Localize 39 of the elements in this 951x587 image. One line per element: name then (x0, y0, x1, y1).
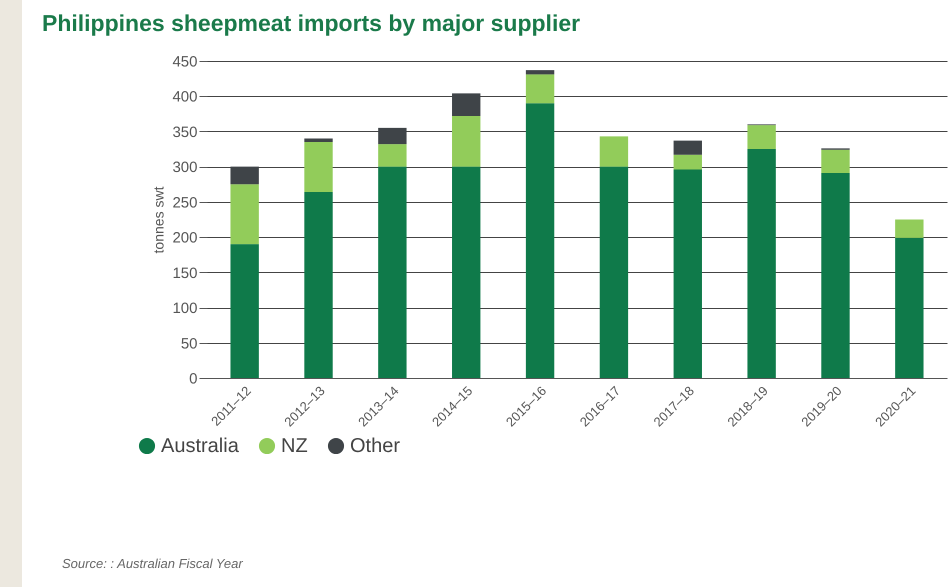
bar (378, 144, 407, 167)
bar (452, 116, 480, 167)
bar (304, 142, 333, 192)
bar (895, 238, 924, 378)
y-tick-label: 200 (172, 230, 198, 247)
y-tick-label: 250 (172, 194, 198, 212)
legend-label: Australia (161, 435, 240, 457)
bar (378, 166, 407, 378)
y-axis-title: tonnes swt (150, 186, 166, 254)
y-tick-label: 50 (180, 335, 198, 352)
y-tick-label: 400 (172, 88, 198, 106)
y-tick-label: 300 (172, 159, 198, 176)
bar (895, 220, 924, 238)
bar (600, 136, 628, 167)
y-tick-label: 450 (172, 54, 198, 70)
y-tick-label: 150 (172, 264, 198, 282)
bar (452, 166, 480, 378)
bar (600, 166, 628, 378)
legend-label: Other (350, 435, 400, 457)
bar (821, 150, 850, 174)
bar (230, 184, 259, 244)
bar (230, 244, 259, 378)
y-tick-label: 350 (172, 124, 198, 141)
y-tick-label: 100 (172, 300, 198, 318)
bar (747, 149, 776, 378)
legend-label: NZ (281, 435, 308, 457)
bar (304, 192, 333, 378)
bar (747, 125, 776, 150)
bar (526, 74, 554, 104)
y-tick-label: 0 (189, 370, 198, 388)
bar (526, 103, 554, 378)
bar (821, 173, 850, 378)
bar (674, 140, 702, 155)
bar (526, 70, 554, 74)
bar (674, 169, 702, 378)
source-note: Source: : Australian Fiscal Year (62, 556, 243, 571)
bar (304, 138, 333, 142)
bar (674, 154, 702, 170)
chart-title: Philippines sheepmeat imports by major supplier (42, 10, 580, 36)
